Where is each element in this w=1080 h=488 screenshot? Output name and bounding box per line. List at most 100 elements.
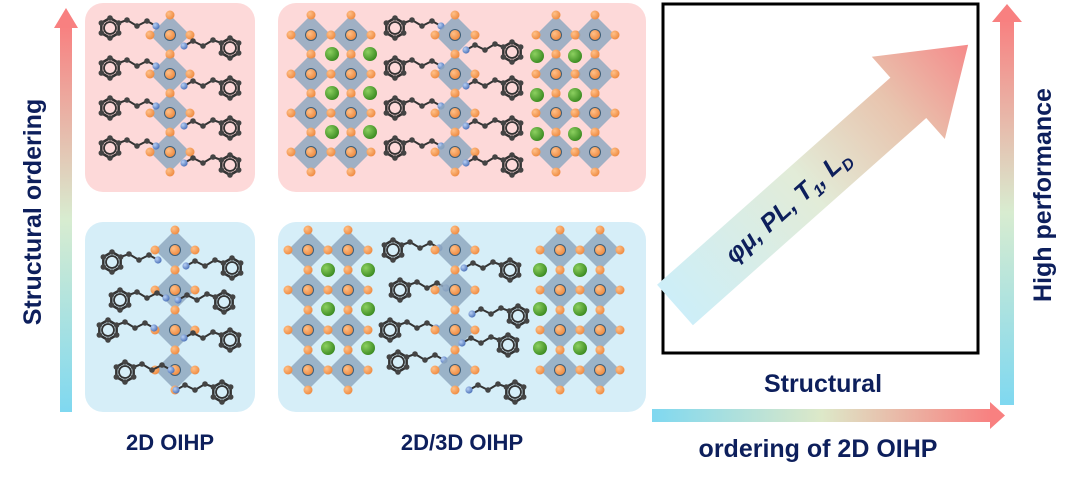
carbon-atom: [400, 110, 407, 116]
carbon-atom: [200, 123, 206, 129]
carbon-atom: [515, 272, 522, 278]
carbon-atom: [506, 318, 513, 324]
carbon-atom: [235, 342, 242, 348]
nitrogen-atom: [460, 264, 468, 272]
carbon-atom: [386, 364, 393, 370]
halide-atom: [363, 245, 373, 255]
carbon-atom: [498, 305, 504, 311]
halide-atom: [346, 167, 356, 177]
halide-atom: [185, 30, 195, 40]
metal-atom: [595, 365, 605, 375]
cation-atom: [568, 127, 582, 141]
carbon-atom: [237, 270, 244, 276]
carbon-atom: [115, 70, 122, 76]
metal-atom: [595, 245, 605, 255]
carbon-atom: [490, 259, 496, 265]
high-performance-label: High performance: [1029, 88, 1057, 302]
halide-atom: [551, 88, 561, 98]
halide-atom: [326, 69, 336, 79]
carbon-atom: [227, 394, 234, 400]
carbon-atom: [229, 255, 235, 261]
carbon-atom: [136, 257, 142, 263]
halide-atom: [303, 225, 313, 235]
metal-atom: [555, 285, 565, 295]
halide-atom: [450, 385, 460, 395]
carbon-atom: [192, 258, 198, 264]
cation-atom: [530, 88, 544, 102]
cation-atom: [361, 263, 375, 277]
halide-atom: [610, 108, 620, 118]
carbon-atom: [210, 37, 216, 43]
nitrogen-atom: [462, 46, 470, 54]
nitrogen-atom: [152, 102, 160, 110]
benzene-ring: [511, 309, 525, 323]
halide-atom: [590, 49, 600, 59]
benzene-ring: [223, 81, 237, 95]
carbon-atom: [378, 322, 385, 328]
carbon-atom: [218, 167, 225, 173]
carbon-atom: [109, 249, 115, 255]
carbon-atom: [509, 115, 515, 121]
carbon-atom: [523, 308, 530, 314]
carbon-atom: [190, 78, 196, 84]
cation-atom: [325, 86, 339, 100]
carbon-atom: [517, 44, 524, 50]
halide-atom: [555, 345, 565, 355]
carbon-atom: [98, 150, 105, 156]
halide-atom: [575, 245, 585, 255]
halide-atom: [470, 147, 480, 157]
carbon-atom: [115, 30, 122, 36]
carbon-atom: [498, 272, 505, 278]
carbon-atom: [392, 135, 398, 141]
carbon-atom: [509, 172, 515, 178]
cation-atom: [325, 47, 339, 61]
high-performance-axis-arrow: [992, 4, 1022, 405]
carbon-atom: [235, 90, 242, 96]
metal-atom: [590, 147, 600, 157]
halide-atom: [430, 285, 440, 295]
halide-atom: [610, 147, 620, 157]
benzene-ring: [215, 385, 229, 399]
halide-atom: [363, 325, 373, 335]
halide-atom: [450, 167, 460, 177]
halide-atom: [170, 305, 180, 315]
halide-atom: [551, 167, 561, 177]
carbon-atom: [400, 30, 407, 36]
halide-atom: [346, 88, 356, 98]
carbon-atom: [392, 15, 398, 21]
benzene-ring: [501, 338, 515, 352]
carbon-atom: [227, 95, 233, 101]
carbon-atom: [482, 83, 488, 89]
nitrogen-atom: [162, 294, 170, 302]
carbon-atom: [229, 294, 236, 300]
halide-atom: [323, 285, 333, 295]
carbon-atom: [107, 35, 113, 41]
carbon-atom: [414, 325, 420, 331]
carbon-atom: [472, 155, 478, 161]
cation-atom: [573, 302, 587, 316]
carbon-atom: [144, 98, 150, 104]
carbon-atom: [144, 18, 150, 24]
carbon-atom: [227, 384, 234, 390]
carbon-atom: [492, 117, 498, 123]
benzene-ring: [103, 101, 117, 115]
metal-atom: [590, 108, 600, 118]
carbon-atom: [221, 309, 227, 315]
benzene-ring: [103, 141, 117, 155]
halide-atom: [590, 167, 600, 177]
benzene-ring: [113, 293, 127, 307]
carbon-atom: [113, 364, 120, 370]
halide-atom: [165, 10, 175, 20]
halide-atom: [531, 69, 541, 79]
carbon-atom: [488, 311, 494, 317]
carbon-atom: [117, 307, 123, 313]
carbon-atom: [517, 80, 524, 86]
carbon-atom: [496, 337, 503, 343]
halide-atom: [555, 265, 565, 275]
carbon-atom: [509, 59, 515, 65]
carbon-atom: [98, 70, 105, 76]
carbon-atom: [184, 292, 190, 298]
crystal-structures: [96, 10, 625, 405]
metal-atom: [551, 30, 561, 40]
halide-atom: [555, 225, 565, 235]
